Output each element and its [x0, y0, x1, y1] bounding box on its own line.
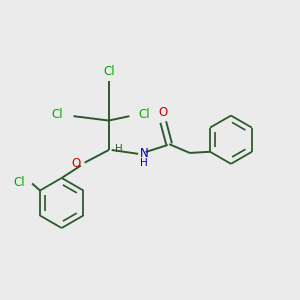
Text: H: H — [140, 158, 147, 168]
Text: O: O — [72, 157, 81, 170]
Text: Cl: Cl — [14, 176, 25, 189]
Text: O: O — [159, 106, 168, 119]
Text: Cl: Cl — [52, 108, 63, 121]
Text: H: H — [115, 143, 123, 154]
Text: Cl: Cl — [138, 108, 150, 121]
Text: Cl: Cl — [103, 65, 115, 78]
Text: N: N — [140, 147, 148, 160]
